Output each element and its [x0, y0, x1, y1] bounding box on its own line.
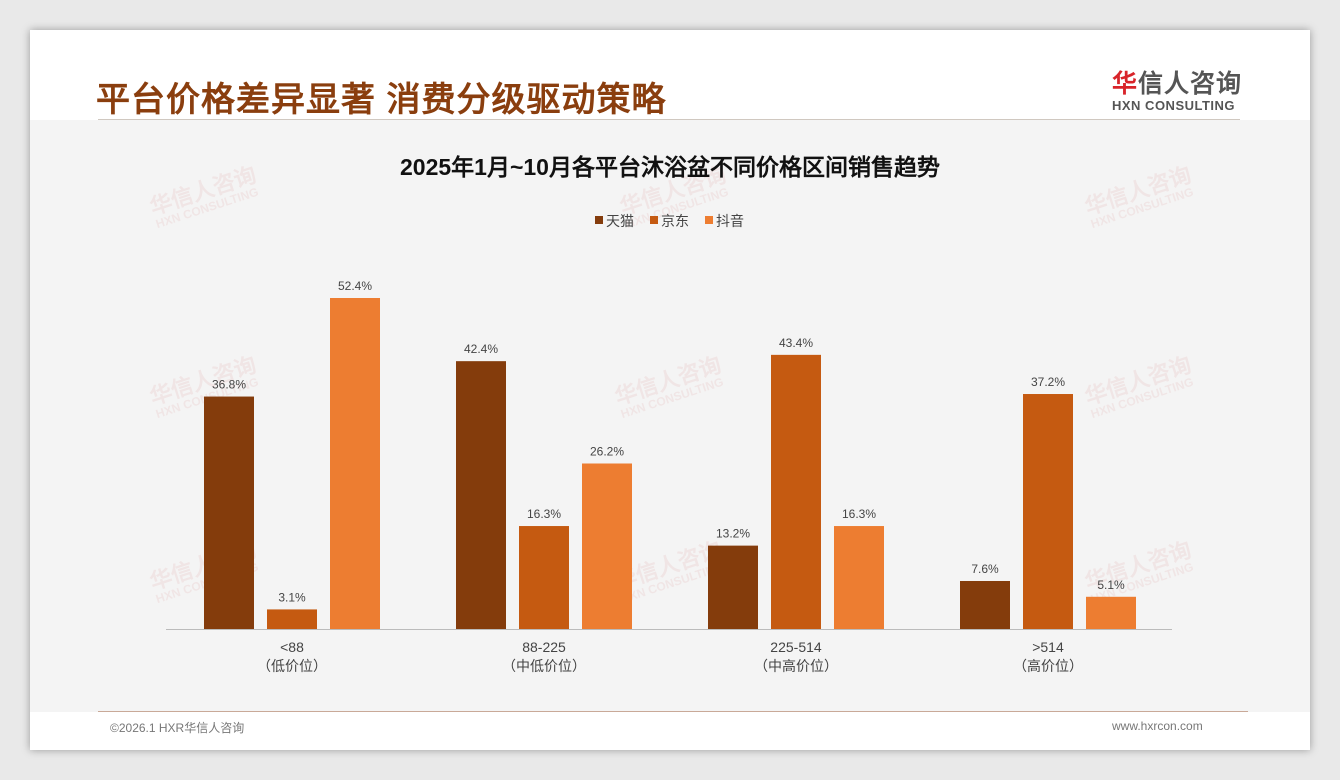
data-label: 3.1% [278, 590, 306, 604]
data-label: 16.3% [527, 507, 561, 521]
title-divider [98, 119, 1240, 120]
x-tick-sublabel: （中高价位） [754, 658, 838, 674]
data-label: 7.6% [971, 562, 999, 576]
data-label: 43.4% [779, 336, 813, 350]
x-tick-sublabel: （高价位） [1013, 658, 1083, 674]
bar [834, 526, 884, 629]
data-label: 37.2% [1031, 375, 1065, 389]
legend-label: 抖音 [716, 213, 744, 229]
bar [771, 354, 821, 629]
bar [960, 580, 1010, 629]
bar [519, 526, 569, 629]
x-tick-sublabel: （中低价位） [502, 658, 586, 674]
legend-swatch [595, 216, 603, 224]
logo-accent: 华 [1112, 70, 1139, 98]
data-label: 5.1% [1097, 578, 1125, 592]
bar [456, 361, 506, 629]
bar [1023, 394, 1073, 629]
footer-url: www.hxrcon.com [1112, 719, 1203, 733]
data-label: 52.4% [338, 279, 372, 293]
data-label: 36.8% [212, 378, 246, 392]
bar [1086, 596, 1136, 629]
x-tick-label: >514 [1032, 639, 1064, 655]
legend-swatch [705, 216, 713, 224]
x-tick-label: 88-225 [522, 639, 566, 655]
bar [204, 396, 254, 629]
logo-en: HXN CONSULTING [1112, 98, 1236, 113]
logo-text: 信人咨询 [1138, 70, 1243, 98]
footer-divider [98, 711, 1248, 712]
page-title: 平台价格差异显著 消费分级驱动策略 [96, 81, 667, 119]
legend-label: 京东 [661, 213, 689, 229]
x-tick-label: 225-514 [770, 639, 822, 655]
legend-label: 天猫 [606, 213, 634, 229]
footer-copyright: ©2026.1 HXR华信人咨询 [110, 721, 245, 735]
data-label: 26.2% [590, 445, 624, 459]
bar [267, 609, 317, 629]
x-tick-sublabel: （低价位） [257, 658, 327, 674]
legend-swatch [650, 216, 658, 224]
x-tick-label: <88 [280, 639, 304, 655]
bar [708, 545, 758, 629]
chart-title: 2025年1月~10月各平台沐浴盆不同价格区间销售趋势 [400, 154, 940, 180]
logo: 华信人咨询 HXN CONSULTING [1112, 64, 1242, 113]
data-label: 13.2% [716, 527, 750, 541]
bar [330, 298, 380, 629]
data-label: 16.3% [842, 507, 876, 521]
bar [582, 463, 632, 629]
data-label: 42.4% [464, 342, 498, 356]
